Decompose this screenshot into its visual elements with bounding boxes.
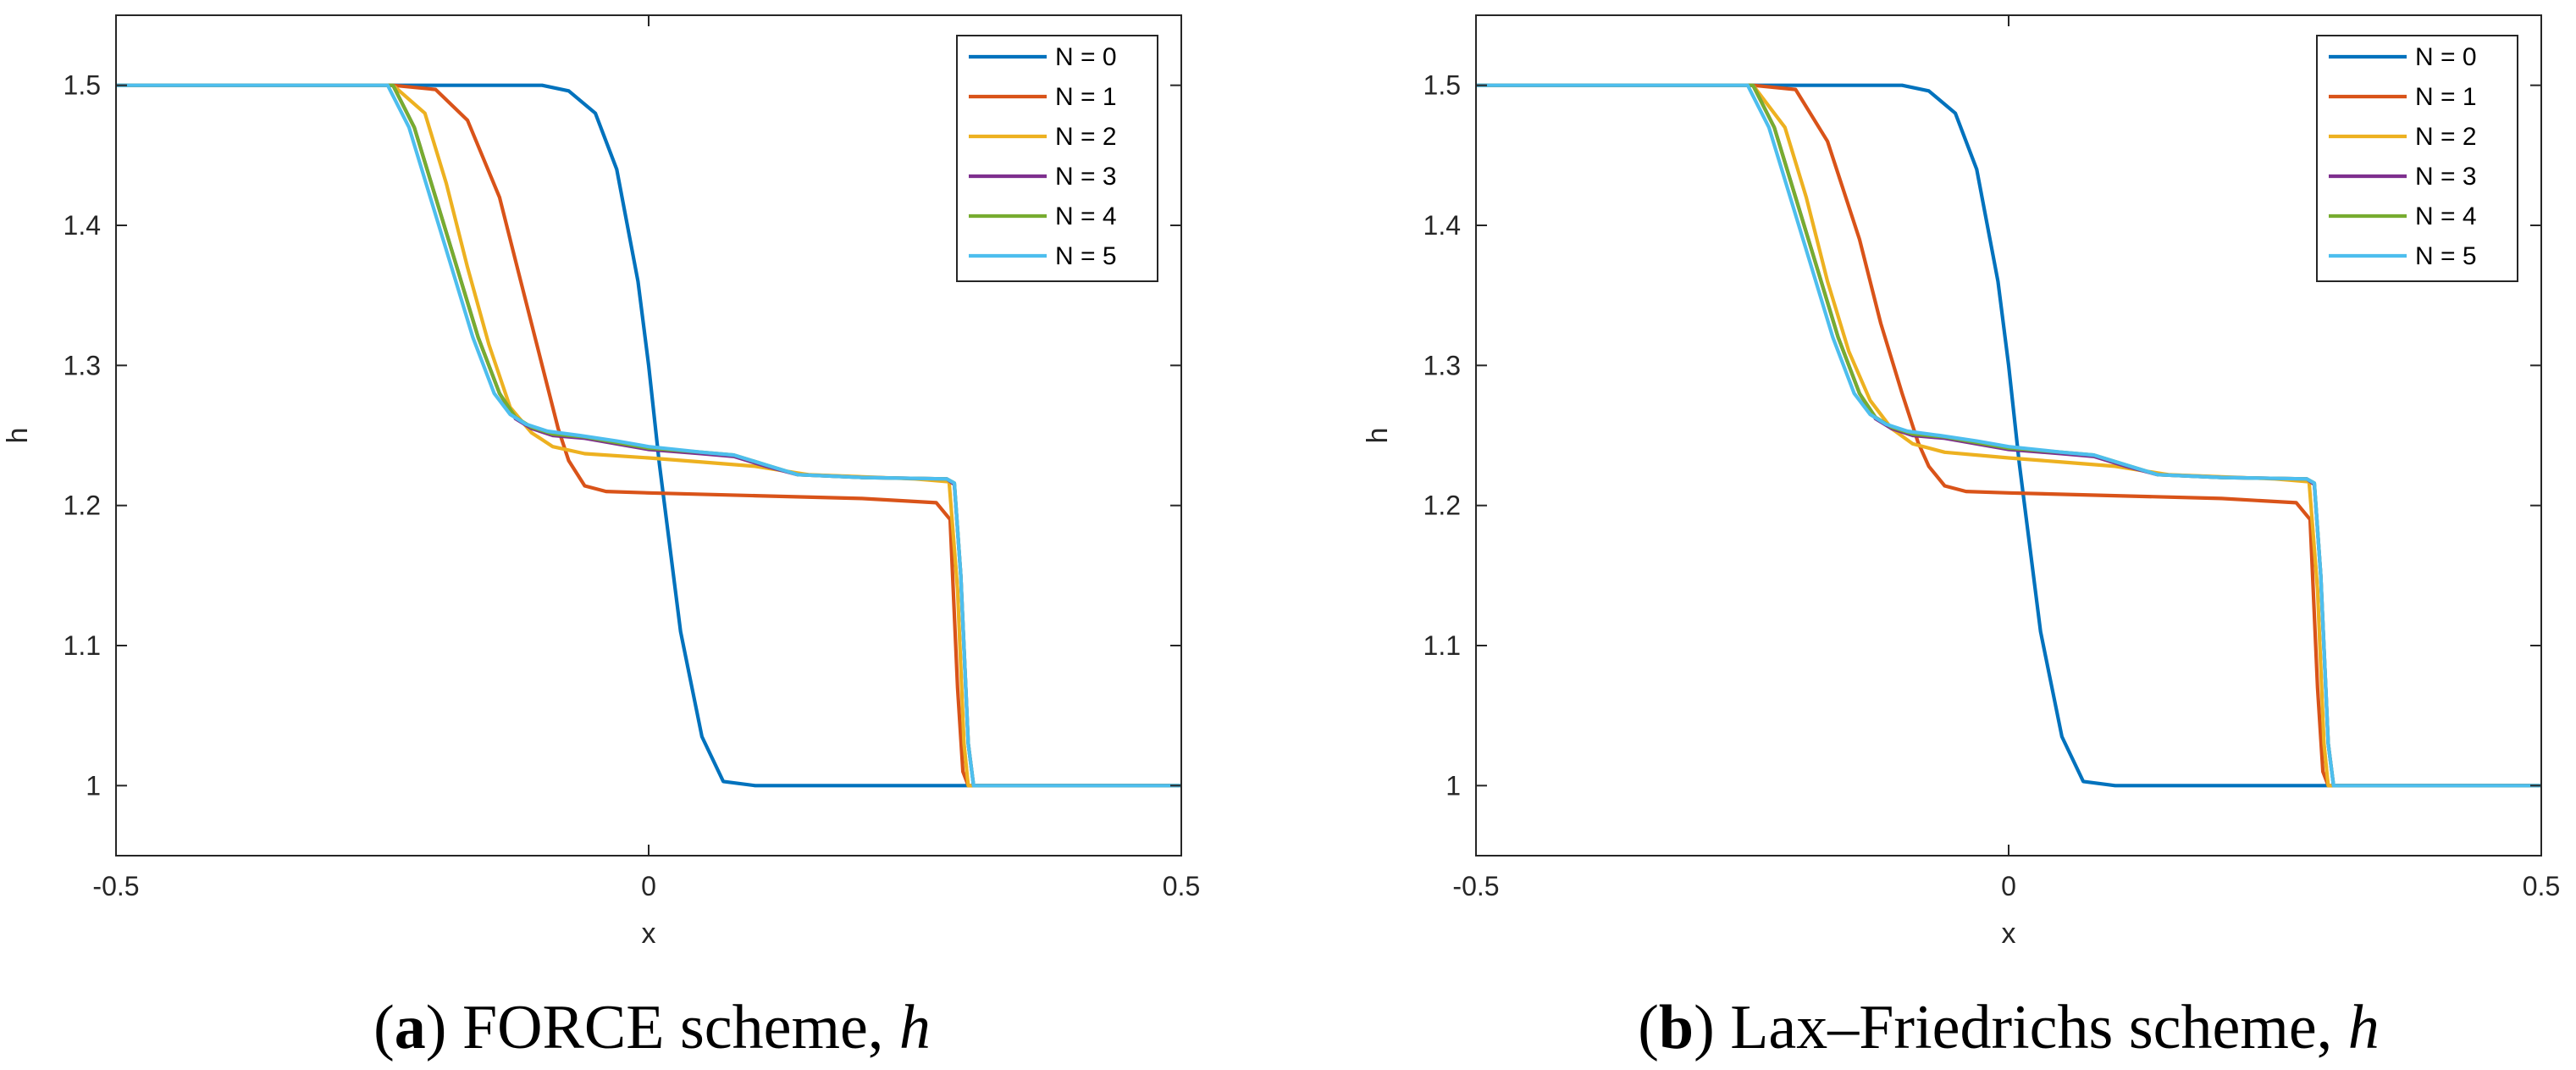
legend-label-n5: N = 5 <box>2415 242 2477 270</box>
caption-close-paren: ) <box>1694 993 1730 1062</box>
series-group <box>1476 83 2541 788</box>
y-axis-label: h <box>2 428 34 444</box>
series-line-n2 <box>1476 83 2541 788</box>
caption-open-paren: ( <box>373 993 395 1062</box>
series-line-n5 <box>1476 83 2541 788</box>
y-tick-label: 1 <box>86 770 101 801</box>
series-group <box>116 83 1181 788</box>
y-tick-label: 1.1 <box>1423 630 1461 661</box>
y-tick-label: 1.5 <box>64 70 101 101</box>
legend-box <box>2316 35 2518 282</box>
caption-text: Lax–Friedrichs scheme, <box>1730 993 2348 1062</box>
series-line-n0 <box>116 83 1181 788</box>
y-tick-label: 1.3 <box>1423 350 1461 380</box>
y-tick-label: 1.4 <box>1423 210 1461 241</box>
legend: N = 0 N = 1 N = 2 N = 3 N = 4 N = 5 <box>956 35 1158 282</box>
x-tick-label: 0 <box>2001 871 2016 901</box>
caption-panel-letter: b <box>1659 993 1694 1062</box>
legend-box <box>956 35 1158 282</box>
x-tick-label: -0.5 <box>1452 871 1499 901</box>
x-axis-label: x <box>2002 918 2016 950</box>
x-tick-label: -0.5 <box>92 871 139 901</box>
caption-open-paren: ( <box>1638 993 1659 1062</box>
panel-caption: (b) Lax–Friedrichs scheme, h <box>1638 993 2379 1062</box>
caption-close-paren: ) <box>426 993 462 1062</box>
series-line-n1 <box>1476 83 2541 788</box>
y-tick-label: 1.3 <box>64 350 101 380</box>
x-tick-label: 0.5 <box>2523 871 2560 901</box>
y-axis-label: h <box>1362 428 1394 444</box>
series-line-n1 <box>116 83 1181 788</box>
series-line-n5 <box>116 83 1181 788</box>
legend-label-n1: N = 1 <box>1055 83 1117 111</box>
y-tick-label: 1 <box>1446 770 1461 801</box>
caption-text: FORCE scheme, <box>462 993 899 1062</box>
legend-label-n3: N = 3 <box>1055 163 1117 191</box>
legend-label-n1: N = 1 <box>2415 83 2477 111</box>
x-tick-label: 0 <box>641 871 656 901</box>
panel-caption: (a) FORCE scheme, h <box>373 993 931 1062</box>
legend-label-n0: N = 0 <box>1055 43 1117 71</box>
y-tick-label: 1.5 <box>1423 70 1461 101</box>
caption-variable: h <box>2348 993 2380 1062</box>
caption-variable: h <box>899 993 931 1062</box>
x-tick-label: 0.5 <box>1163 871 1200 901</box>
caption-panel-letter: a <box>395 993 426 1062</box>
series-line-n2 <box>116 83 1181 788</box>
y-tick-label: 1.2 <box>1423 491 1461 521</box>
legend-label-n4: N = 4 <box>2415 202 2477 230</box>
legend-label-n4: N = 4 <box>1055 202 1117 230</box>
x-axis-label: x <box>642 918 656 950</box>
legend-label-n2: N = 2 <box>2415 123 2477 151</box>
y-tick-label: 1.4 <box>64 210 101 241</box>
y-tick-label: 1.2 <box>64 491 101 521</box>
legend-label-n5: N = 5 <box>1055 242 1117 270</box>
legend: N = 0 N = 1 N = 2 N = 3 N = 4 N = 5 <box>2316 35 2518 282</box>
legend-label-n0: N = 0 <box>2415 43 2477 71</box>
legend-label-n2: N = 2 <box>1055 123 1117 151</box>
series-line-n0 <box>1476 83 2541 788</box>
y-tick-label: 1.1 <box>64 630 101 661</box>
legend-label-n3: N = 3 <box>2415 163 2477 191</box>
